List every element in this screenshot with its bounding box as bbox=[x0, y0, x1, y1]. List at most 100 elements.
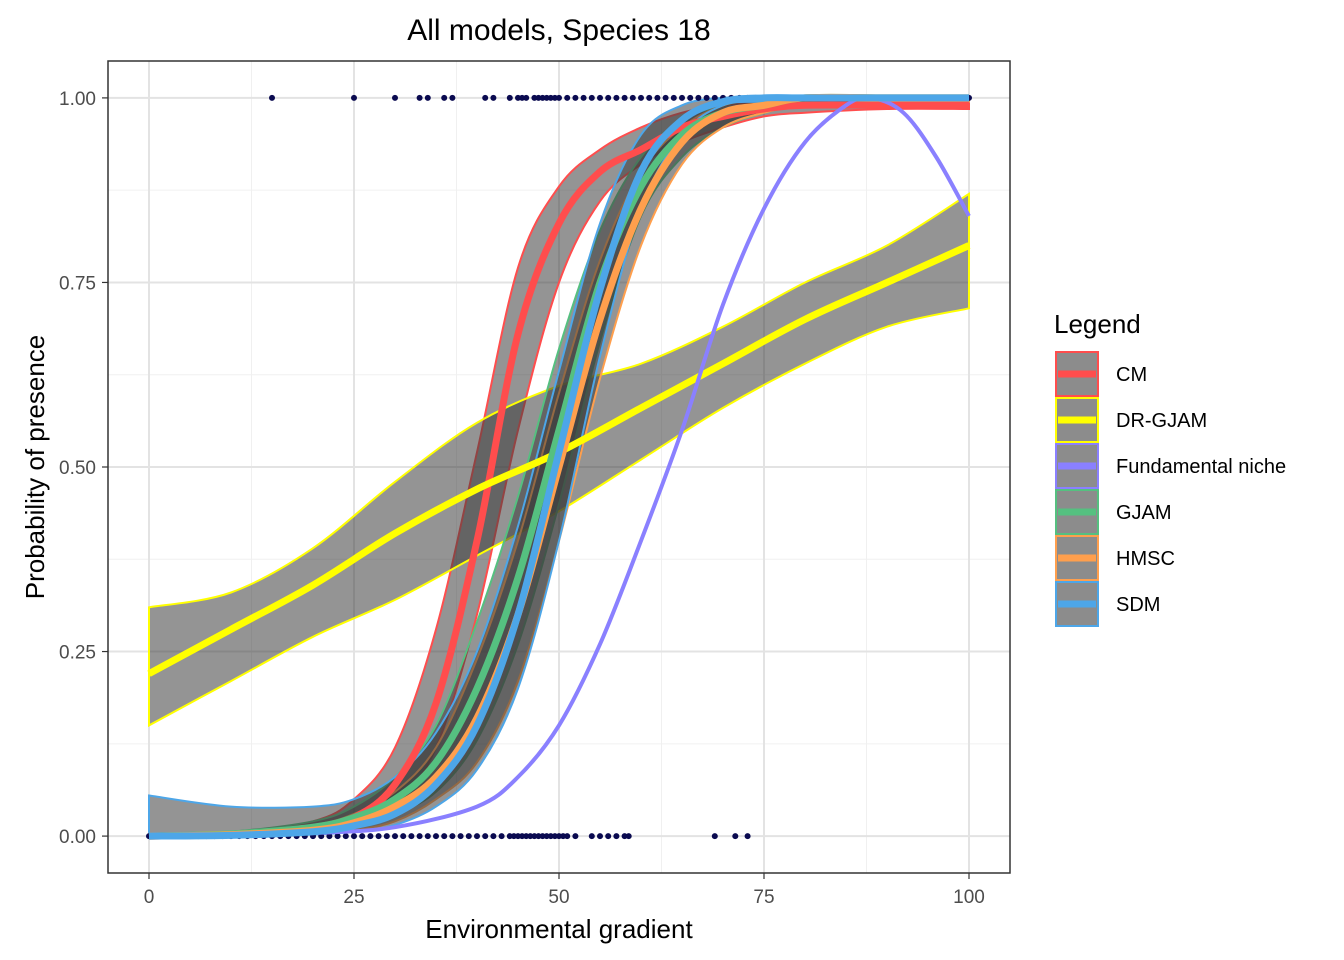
plot-area bbox=[107, 60, 1011, 874]
observation-absence-point bbox=[523, 833, 530, 840]
observation-presence-point bbox=[441, 94, 448, 101]
x-tick-label: 100 bbox=[953, 887, 985, 908]
observation-absence-point bbox=[383, 833, 390, 840]
observation-absence-point bbox=[605, 833, 612, 840]
observation-presence-point bbox=[629, 94, 636, 101]
observation-absence-point bbox=[375, 833, 382, 840]
observation-presence-point bbox=[449, 94, 456, 101]
observation-presence-point bbox=[490, 94, 497, 101]
y-tick-label: 1.00 bbox=[59, 89, 96, 110]
y-tick-label: 0.00 bbox=[59, 827, 96, 848]
y-tick-label: 0.25 bbox=[59, 643, 96, 664]
legend-label: GJAM bbox=[1116, 502, 1172, 524]
chart-title: All models, Species 18 bbox=[407, 14, 711, 47]
observation-absence-point bbox=[326, 833, 333, 840]
observation-presence-point bbox=[646, 94, 653, 101]
x-tick-label: 50 bbox=[548, 887, 569, 908]
observation-presence-point bbox=[506, 94, 513, 101]
observation-presence-point bbox=[613, 94, 620, 101]
observation-absence-point bbox=[732, 833, 739, 840]
observation-absence-point bbox=[433, 833, 439, 840]
observation-presence-point bbox=[695, 94, 702, 101]
observation-presence-point bbox=[539, 94, 546, 101]
observation-absence-point bbox=[539, 833, 546, 840]
observation-absence-point bbox=[551, 833, 558, 840]
observation-presence-point bbox=[523, 94, 530, 101]
legend-item-fundamental-niche: Fundamental niche bbox=[1055, 443, 1286, 489]
legend: Legend CM DR-GJAM Fundamental niche GJAM HMS… bbox=[1054, 309, 1286, 627]
observation-absence-point bbox=[744, 833, 751, 840]
observation-absence-point bbox=[457, 833, 464, 840]
observation-absence-point bbox=[334, 833, 341, 840]
observation-absence-point bbox=[547, 833, 554, 840]
observation-presence-point bbox=[621, 94, 628, 101]
observation-absence-point bbox=[351, 833, 357, 840]
observation-absence-point bbox=[506, 833, 513, 840]
legend-item-cm: CM bbox=[1055, 351, 1147, 397]
y-axis: 0.00 0.25 0.50 0.75 1.00 bbox=[59, 89, 108, 848]
observation-absence-point bbox=[527, 833, 534, 840]
legend-item-hmsc: HMSC bbox=[1055, 535, 1175, 581]
observation-absence-point bbox=[597, 833, 603, 840]
observation-presence-point bbox=[703, 94, 710, 101]
y-tick-label: 0.75 bbox=[59, 273, 96, 294]
observation-presence-point bbox=[543, 94, 550, 101]
observation-absence-point bbox=[342, 833, 349, 840]
observation-absence-point bbox=[416, 833, 423, 840]
observation-presence-point bbox=[416, 94, 423, 101]
observation-presence-point bbox=[556, 94, 562, 101]
observation-presence-point bbox=[638, 94, 644, 101]
observation-presence-point bbox=[597, 94, 603, 101]
observation-absence-point bbox=[515, 833, 521, 840]
legend-label: HMSC bbox=[1116, 548, 1175, 570]
observation-presence-point bbox=[547, 94, 554, 101]
observation-absence-point bbox=[588, 833, 595, 840]
observation-absence-point bbox=[424, 833, 431, 840]
observation-presence-point bbox=[654, 94, 661, 101]
observation-absence-point bbox=[711, 833, 718, 840]
observation-presence-point bbox=[687, 94, 694, 101]
legend-item-sdm: SDM bbox=[1055, 581, 1160, 627]
x-tick-label: 75 bbox=[753, 887, 774, 908]
observation-presence-point bbox=[535, 94, 542, 101]
observation-absence-point bbox=[367, 833, 374, 840]
y-tick-label: 0.50 bbox=[59, 458, 96, 479]
legend-item-gjam: GJAM bbox=[1055, 489, 1172, 535]
observation-absence-point bbox=[465, 833, 472, 840]
observation-presence-point bbox=[605, 94, 612, 101]
observation-absence-point bbox=[621, 833, 628, 840]
observation-presence-point bbox=[551, 94, 558, 101]
x-axis: 0 25 50 75 100 bbox=[144, 873, 985, 908]
observation-absence-point bbox=[490, 833, 497, 840]
observation-presence-point bbox=[531, 94, 538, 101]
observation-presence-point bbox=[711, 94, 718, 101]
observation-absence-point bbox=[498, 833, 505, 840]
observation-absence-point bbox=[625, 833, 632, 840]
legend-item-dr-gjam: DR-GJAM bbox=[1055, 397, 1207, 443]
observation-presence-point bbox=[588, 94, 595, 101]
observation-presence-point bbox=[572, 94, 579, 101]
observation-presence-point bbox=[662, 94, 669, 101]
observation-absence-point bbox=[543, 833, 550, 840]
legend-label: DR-GJAM bbox=[1116, 410, 1207, 432]
observation-absence-point bbox=[531, 833, 538, 840]
observation-absence-point bbox=[519, 833, 526, 840]
observation-presence-point bbox=[670, 94, 677, 101]
observation-presence-point bbox=[482, 94, 489, 101]
observation-absence-point bbox=[535, 833, 542, 840]
observation-absence-point bbox=[392, 833, 398, 840]
observation-presence-point bbox=[580, 94, 587, 101]
observation-absence-point bbox=[449, 833, 456, 840]
observation-absence-point bbox=[556, 833, 562, 840]
observation-absence-point bbox=[482, 833, 489, 840]
x-tick-label: 0 bbox=[144, 887, 155, 908]
x-axis-title: Environmental gradient bbox=[425, 914, 693, 944]
legend-label: Fundamental niche bbox=[1116, 456, 1286, 478]
observation-absence-point bbox=[564, 833, 571, 840]
observation-presence-point bbox=[679, 94, 685, 101]
observation-absence-point bbox=[441, 833, 448, 840]
observation-absence-point bbox=[408, 833, 415, 840]
line-sdm bbox=[148, 94, 969, 840]
observation-absence-point bbox=[510, 833, 517, 840]
